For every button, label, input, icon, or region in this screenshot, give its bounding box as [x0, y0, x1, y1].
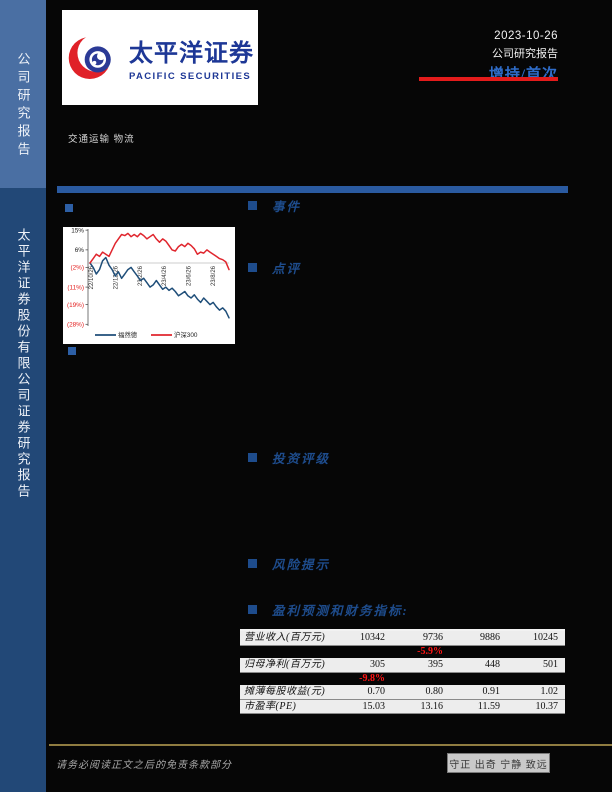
- cell-value: [443, 646, 500, 659]
- logo-chinese-name: 太平洋证券: [129, 41, 254, 67]
- section-label: 点评: [272, 262, 302, 276]
- svg-text:福然德: 福然德: [118, 330, 138, 339]
- cell-value: 10.37: [535, 700, 559, 712]
- growth-rate-row: -5.9%: [240, 646, 565, 659]
- blue-divider: [57, 186, 568, 193]
- cell-value: [352, 646, 385, 659]
- section-heading-comment: 点评: [248, 258, 301, 277]
- cell-value: [500, 673, 558, 686]
- square-bullet-icon: [65, 204, 73, 212]
- cell-value: 15.03: [362, 700, 386, 712]
- row-label: 市盈率(PE): [244, 700, 297, 712]
- report-type: 公司研究报告: [492, 48, 558, 60]
- cell-value: 448: [485, 659, 500, 670]
- svg-text:沪深300: 沪深300: [174, 330, 198, 339]
- report-meta: 2023-10-26 公司研究报告 增持/首次: [489, 30, 558, 84]
- row-label: 营业收入(百万元): [244, 632, 326, 643]
- section-label: 事件: [272, 200, 302, 214]
- square-bullet-icon: [68, 347, 76, 355]
- cell-value: [385, 673, 443, 686]
- cell-value: 0.70: [367, 686, 386, 697]
- sidebar-top-label: 公司研究报告: [15, 52, 31, 160]
- financial-row: 营业收入(百万元) 10342 9736 9886 10245: [240, 631, 565, 646]
- svg-text:(19%): (19%): [67, 302, 84, 309]
- section-heading-event: 事件: [248, 196, 301, 215]
- section-label: 盈利预测和财务指标:: [272, 604, 409, 618]
- cell-value: 10245: [533, 632, 558, 643]
- svg-text:22/10/26: 22/10/26: [89, 265, 95, 289]
- financial-table: 营业收入(百万元) 10342 9736 9886 10245 -5.9% 归母净利(百万元…: [240, 629, 565, 714]
- svg-text:6%: 6%: [75, 247, 85, 254]
- square-bullet-icon: [248, 559, 257, 568]
- cell-value: 9886: [480, 632, 500, 643]
- cell-value: 0.91: [482, 686, 501, 697]
- svg-text:23/4/26: 23/4/26: [162, 265, 168, 286]
- logo-english-name: PACIFIC SECURITIES: [129, 71, 252, 82]
- svg-text:(2%): (2%): [71, 265, 85, 272]
- cell-value: 501: [543, 659, 558, 670]
- cell-value: -9.8%: [359, 672, 385, 684]
- svg-text:23/6/26: 23/6/26: [187, 265, 193, 286]
- cell-value: 11.59: [477, 700, 500, 712]
- sidebar-bottom: 太平洋证券股份有限公司证券研究报告: [0, 188, 46, 792]
- industry-tags: 交通运输 物流: [68, 134, 135, 145]
- financial-row: 市盈率(PE) 15.03 13.16 11.59 10.37: [240, 699, 565, 714]
- footer-disclaimer: 请务必阅读正文之后的免责条款部分: [56, 760, 232, 771]
- square-bullet-icon: [248, 201, 257, 210]
- svg-text:23/8/26: 23/8/26: [211, 265, 217, 286]
- section-label: 投资评级: [272, 452, 331, 466]
- report-date: 2023-10-26: [494, 30, 558, 42]
- square-bullet-icon: [248, 605, 257, 614]
- svg-text:22/12/26: 22/12/26: [113, 265, 119, 289]
- svg-text:23/2/26: 23/2/26: [138, 265, 144, 286]
- price-performance-chart: 15% 6% (2%) (11%) (19%) (28%) 22/10/26 22/12/26…: [63, 227, 235, 344]
- financial-row: 归母净利(百万元) 305 395 448 501: [240, 658, 565, 673]
- row-label: 归母净利(百万元): [244, 659, 326, 670]
- pacific-securities-logo-icon: [68, 33, 116, 79]
- sidebar-top: 公司研究报告: [0, 0, 46, 188]
- cell-value: 13.16: [420, 700, 444, 712]
- cell-value: 9736: [423, 632, 443, 643]
- cell-value: 10342: [360, 632, 385, 643]
- section-heading-forecast: 盈利预测和财务指标:: [248, 600, 409, 619]
- svg-text:(28%): (28%): [67, 322, 84, 329]
- cell-value: 0.80: [425, 686, 444, 697]
- square-bullet-icon: [248, 263, 257, 272]
- sidebar-bottom-label: 太平洋证券股份有限公司证券研究报告: [15, 228, 31, 500]
- cell-value: 395: [428, 659, 443, 670]
- cell-value: 1.02: [540, 686, 559, 697]
- cell-value: [500, 646, 558, 659]
- performance-chart-canvas: 15% 6% (2%) (11%) (19%) (28%) 22/10/26 22/12/26…: [67, 227, 230, 339]
- logo-text: 太平洋证券 PACIFIC SECURITIES: [129, 33, 254, 82]
- row-label: 摊薄每股收益(元): [244, 686, 326, 697]
- square-bullet-icon: [248, 453, 257, 462]
- cell-value: 305: [370, 659, 385, 670]
- section-label: 风险提示: [272, 558, 331, 572]
- section-heading-risk: 风险提示: [248, 554, 330, 573]
- svg-text:15%: 15%: [71, 227, 84, 234]
- red-underline: [419, 77, 558, 81]
- cell-value: [443, 673, 500, 686]
- cell-value: -5.9%: [417, 645, 443, 657]
- company-logo: 太平洋证券 PACIFIC SECURITIES: [62, 10, 258, 105]
- growth-rate-row: -9.8%: [240, 673, 565, 686]
- footer-gold-rule: [49, 744, 612, 746]
- svg-text:(11%): (11%): [67, 284, 84, 291]
- section-heading-rating: 投资评级: [248, 448, 330, 467]
- financial-row: 摊薄每股收益(元) 0.70 0.80 0.91 1.02: [240, 685, 565, 700]
- company-motto: 守正 出奇 宁静 致远: [447, 753, 550, 773]
